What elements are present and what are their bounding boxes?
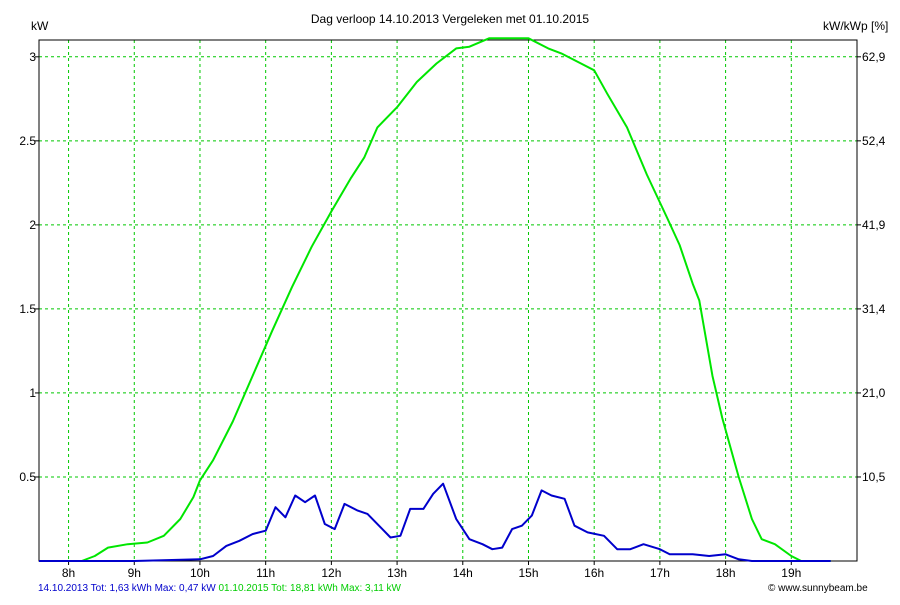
footer-summary: 14.10.2013 Tot: 1,63 kWh Max: 0,47 kW 01…	[38, 583, 401, 594]
series-lines	[39, 37, 831, 562]
y-axis-right-label: kW/kWp [%]	[823, 19, 888, 33]
y-left-tick-label: 1	[29, 386, 36, 400]
y-left-tick-label: 3	[29, 50, 36, 64]
x-tick-label: 9h	[128, 566, 141, 580]
footer-green-summary: 01.10.2015 Tot: 18,81 kWh Max: 3,11 kW	[218, 583, 401, 594]
axes	[35, 39, 861, 565]
footer-credit: © www.sunnybeam.be	[768, 583, 868, 594]
y-right-tick-label: 62,9	[862, 50, 886, 64]
plot-frame	[38, 39, 858, 562]
y-right-tick-label: 52,4	[862, 134, 886, 148]
x-tick-label: 19h	[781, 566, 801, 580]
y-left-tick-label: 0.5	[19, 470, 36, 484]
x-tick-label: 17h	[650, 566, 670, 580]
y-right-tick-label: 21,0	[862, 386, 886, 400]
y-right-tick-label: 41,9	[862, 218, 886, 232]
x-tick-label: 8h	[62, 566, 75, 580]
x-tick-label: 11h	[256, 566, 275, 580]
tick-labels: 8h 9h 10h 11h 12h 13h 14h 15h 16h 17h 18h 19h 0.5 10,…	[19, 50, 885, 580]
y-left-tick-label: 1.5	[19, 302, 36, 316]
y-right-tick-label: 31,4	[862, 302, 886, 316]
x-tick-label: 16h	[584, 566, 604, 580]
x-tick-label: 12h	[321, 566, 341, 580]
x-tick-label: 14h	[453, 566, 473, 580]
series-line-2	[39, 482, 831, 562]
grid	[39, 40, 857, 561]
x-tick-label: 13h	[387, 566, 407, 580]
footer-blue-summary: 14.10.2013 Tot: 1,63 kWh Max: 0,47 kW	[38, 583, 216, 594]
x-tick-label: 10h	[190, 566, 210, 580]
y-right-tick-label: 10,5	[862, 470, 886, 484]
x-tick-label: 15h	[518, 566, 538, 580]
x-tick-label: 18h	[716, 566, 736, 580]
chart-title: Dag verloop 14.10.2013 Vergeleken met 01…	[311, 12, 590, 26]
y-left-tick-label: 2	[29, 218, 36, 232]
series-line-1	[39, 37, 831, 562]
y-axis-left-label: kW	[31, 19, 49, 33]
y-left-tick-label: 2.5	[19, 134, 36, 148]
